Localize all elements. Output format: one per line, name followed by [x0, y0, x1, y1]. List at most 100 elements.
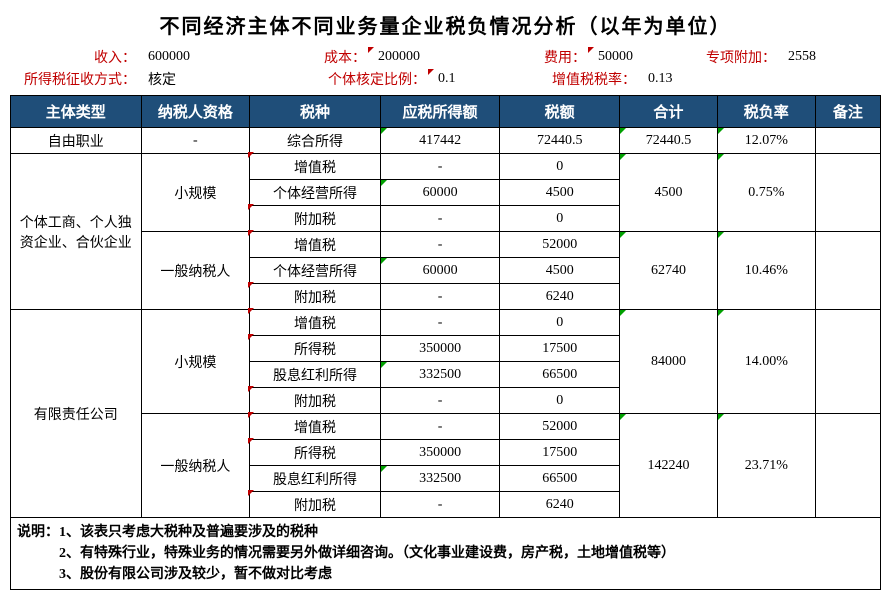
param-label: 专项附加：: [700, 47, 780, 67]
remark-cell: [815, 232, 880, 310]
param-label: 个体核定比例：: [320, 69, 430, 89]
entity-cell: 有限责任公司: [11, 310, 142, 518]
total-cell: 4500: [620, 154, 718, 232]
rate-cell: 23.71%: [717, 414, 815, 518]
table-row: 自由职业-综合所得41744272440.572440.512.07%: [11, 128, 881, 154]
taxable-amount-cell: -: [380, 414, 500, 440]
taxable-amount-cell: 60000: [380, 258, 500, 284]
param-value: 核定: [140, 69, 320, 89]
tax-amount-cell: 52000: [500, 232, 620, 258]
taxable-amount-cell: -: [380, 284, 500, 310]
param-label: 费用：: [540, 47, 590, 67]
tax-amount-cell: 0: [500, 154, 620, 180]
param-label: 收入：: [10, 47, 140, 67]
tax-amount-cell: 6240: [500, 492, 620, 518]
tax-type-cell: 增值税: [250, 414, 381, 440]
rate-cell: 0.75%: [717, 154, 815, 232]
entity-cell: 自由职业: [11, 128, 142, 154]
tax-amount-cell: 0: [500, 206, 620, 232]
tax-type-cell: 附加税: [250, 206, 381, 232]
tax-type-cell: 增值税: [250, 310, 381, 336]
note-line: 3、股份有限公司涉及较少，暂不做对比考虑: [17, 564, 874, 585]
tax-type-cell: 所得税: [250, 336, 381, 362]
table-row: 一般纳税人增值税-520006274010.46%: [11, 232, 881, 258]
qualification-cell: 一般纳税人: [141, 414, 250, 518]
table-row: 有限责任公司小规模增值税-08400014.00%: [11, 310, 881, 336]
param-group: 所得税征收方式：核定: [10, 69, 320, 89]
page-title: 不同经济主体不同业务量企业税负情况分析（以年为单位）: [10, 10, 881, 39]
rate-cell: 10.46%: [717, 232, 815, 310]
taxable-amount-cell: -: [380, 232, 500, 258]
param-group: 成本：200000: [320, 47, 540, 67]
taxable-amount-cell: -: [380, 310, 500, 336]
tax-amount-cell: 52000: [500, 414, 620, 440]
col-header: 纳税人资格: [141, 96, 250, 128]
tax-type-cell: 附加税: [250, 284, 381, 310]
tax-table: 主体类型纳税人资格税种应税所得额税额合计税负率备注 自由职业-综合所得41744…: [10, 95, 881, 518]
taxable-amount-cell: 332500: [380, 362, 500, 388]
taxable-amount-cell: 417442: [380, 128, 500, 154]
table-row: 一般纳税人增值税-5200014224023.71%: [11, 414, 881, 440]
col-header: 主体类型: [11, 96, 142, 128]
tax-type-cell: 个体经营所得: [250, 258, 381, 284]
taxable-amount-cell: -: [380, 206, 500, 232]
param-group: 收入：600000: [10, 47, 320, 67]
qualification-cell: -: [141, 128, 250, 154]
param-label: 所得税征收方式：: [10, 69, 140, 89]
tax-amount-cell: 66500: [500, 466, 620, 492]
remark-cell: [815, 154, 880, 232]
param-group: 专项附加：2558: [700, 47, 840, 67]
taxable-amount-cell: -: [380, 388, 500, 414]
table-row: 个体工商、个人独资企业、合伙企业小规模增值税-045000.75%: [11, 154, 881, 180]
taxable-amount-cell: 350000: [380, 440, 500, 466]
taxable-amount-cell: 332500: [380, 466, 500, 492]
tax-type-cell: 综合所得: [250, 128, 381, 154]
params-block: 收入：600000成本：200000费用：50000专项附加：2558 所得税征…: [10, 47, 881, 91]
tax-type-cell: 股息红利所得: [250, 466, 381, 492]
entity-cell: 个体工商、个人独资企业、合伙企业: [11, 154, 142, 310]
tax-amount-cell: 6240: [500, 284, 620, 310]
notes-block: 说明：1、该表只考虑大税种及普遍要涉及的税种 2、有特殊行业，特殊业务的情况需要…: [10, 518, 881, 590]
param-group: 个体核定比例：0.1: [320, 69, 540, 89]
tax-type-cell: 附加税: [250, 492, 381, 518]
tax-type-cell: 增值税: [250, 232, 381, 258]
note-line: 2、有特殊行业，特殊业务的情况需要另外做详细咨询。（文化事业建设费，房产税，土地…: [17, 543, 874, 564]
param-label: 成本：: [320, 47, 370, 67]
taxable-amount-cell: -: [380, 154, 500, 180]
col-header: 税额: [500, 96, 620, 128]
param-label: 增值税税率：: [540, 69, 640, 89]
col-header: 税种: [250, 96, 381, 128]
total-cell: 62740: [620, 232, 718, 310]
col-header: 备注: [815, 96, 880, 128]
param-value: 600000: [140, 49, 320, 65]
total-cell: 84000: [620, 310, 718, 414]
param-group: 增值税税率：0.13: [540, 69, 740, 89]
tax-amount-cell: 0: [500, 310, 620, 336]
tax-amount-cell: 4500: [500, 258, 620, 284]
param-value: 50000: [590, 49, 700, 65]
col-header: 应税所得额: [380, 96, 500, 128]
param-value: 0.1: [430, 71, 540, 87]
tax-type-cell: 附加税: [250, 388, 381, 414]
tax-amount-cell: 17500: [500, 440, 620, 466]
remark-cell: [815, 414, 880, 518]
tax-amount-cell: 0: [500, 388, 620, 414]
tax-amount-cell: 72440.5: [500, 128, 620, 154]
tax-amount-cell: 66500: [500, 362, 620, 388]
remark-cell: [815, 128, 880, 154]
total-cell: 142240: [620, 414, 718, 518]
qualification-cell: 小规模: [141, 310, 250, 414]
param-value: 2558: [780, 49, 840, 65]
qualification-cell: 一般纳税人: [141, 232, 250, 310]
rate-cell: 12.07%: [717, 128, 815, 154]
tax-type-cell: 增值税: [250, 154, 381, 180]
param-value: 200000: [370, 49, 540, 65]
taxable-amount-cell: -: [380, 492, 500, 518]
taxable-amount-cell: 350000: [380, 336, 500, 362]
param-value: 0.13: [640, 71, 740, 87]
param-group: 费用：50000: [540, 47, 700, 67]
col-header: 合计: [620, 96, 718, 128]
col-header: 税负率: [717, 96, 815, 128]
note-line: 说明：1、该表只考虑大税种及普遍要涉及的税种: [17, 522, 874, 543]
total-cell: 72440.5: [620, 128, 718, 154]
